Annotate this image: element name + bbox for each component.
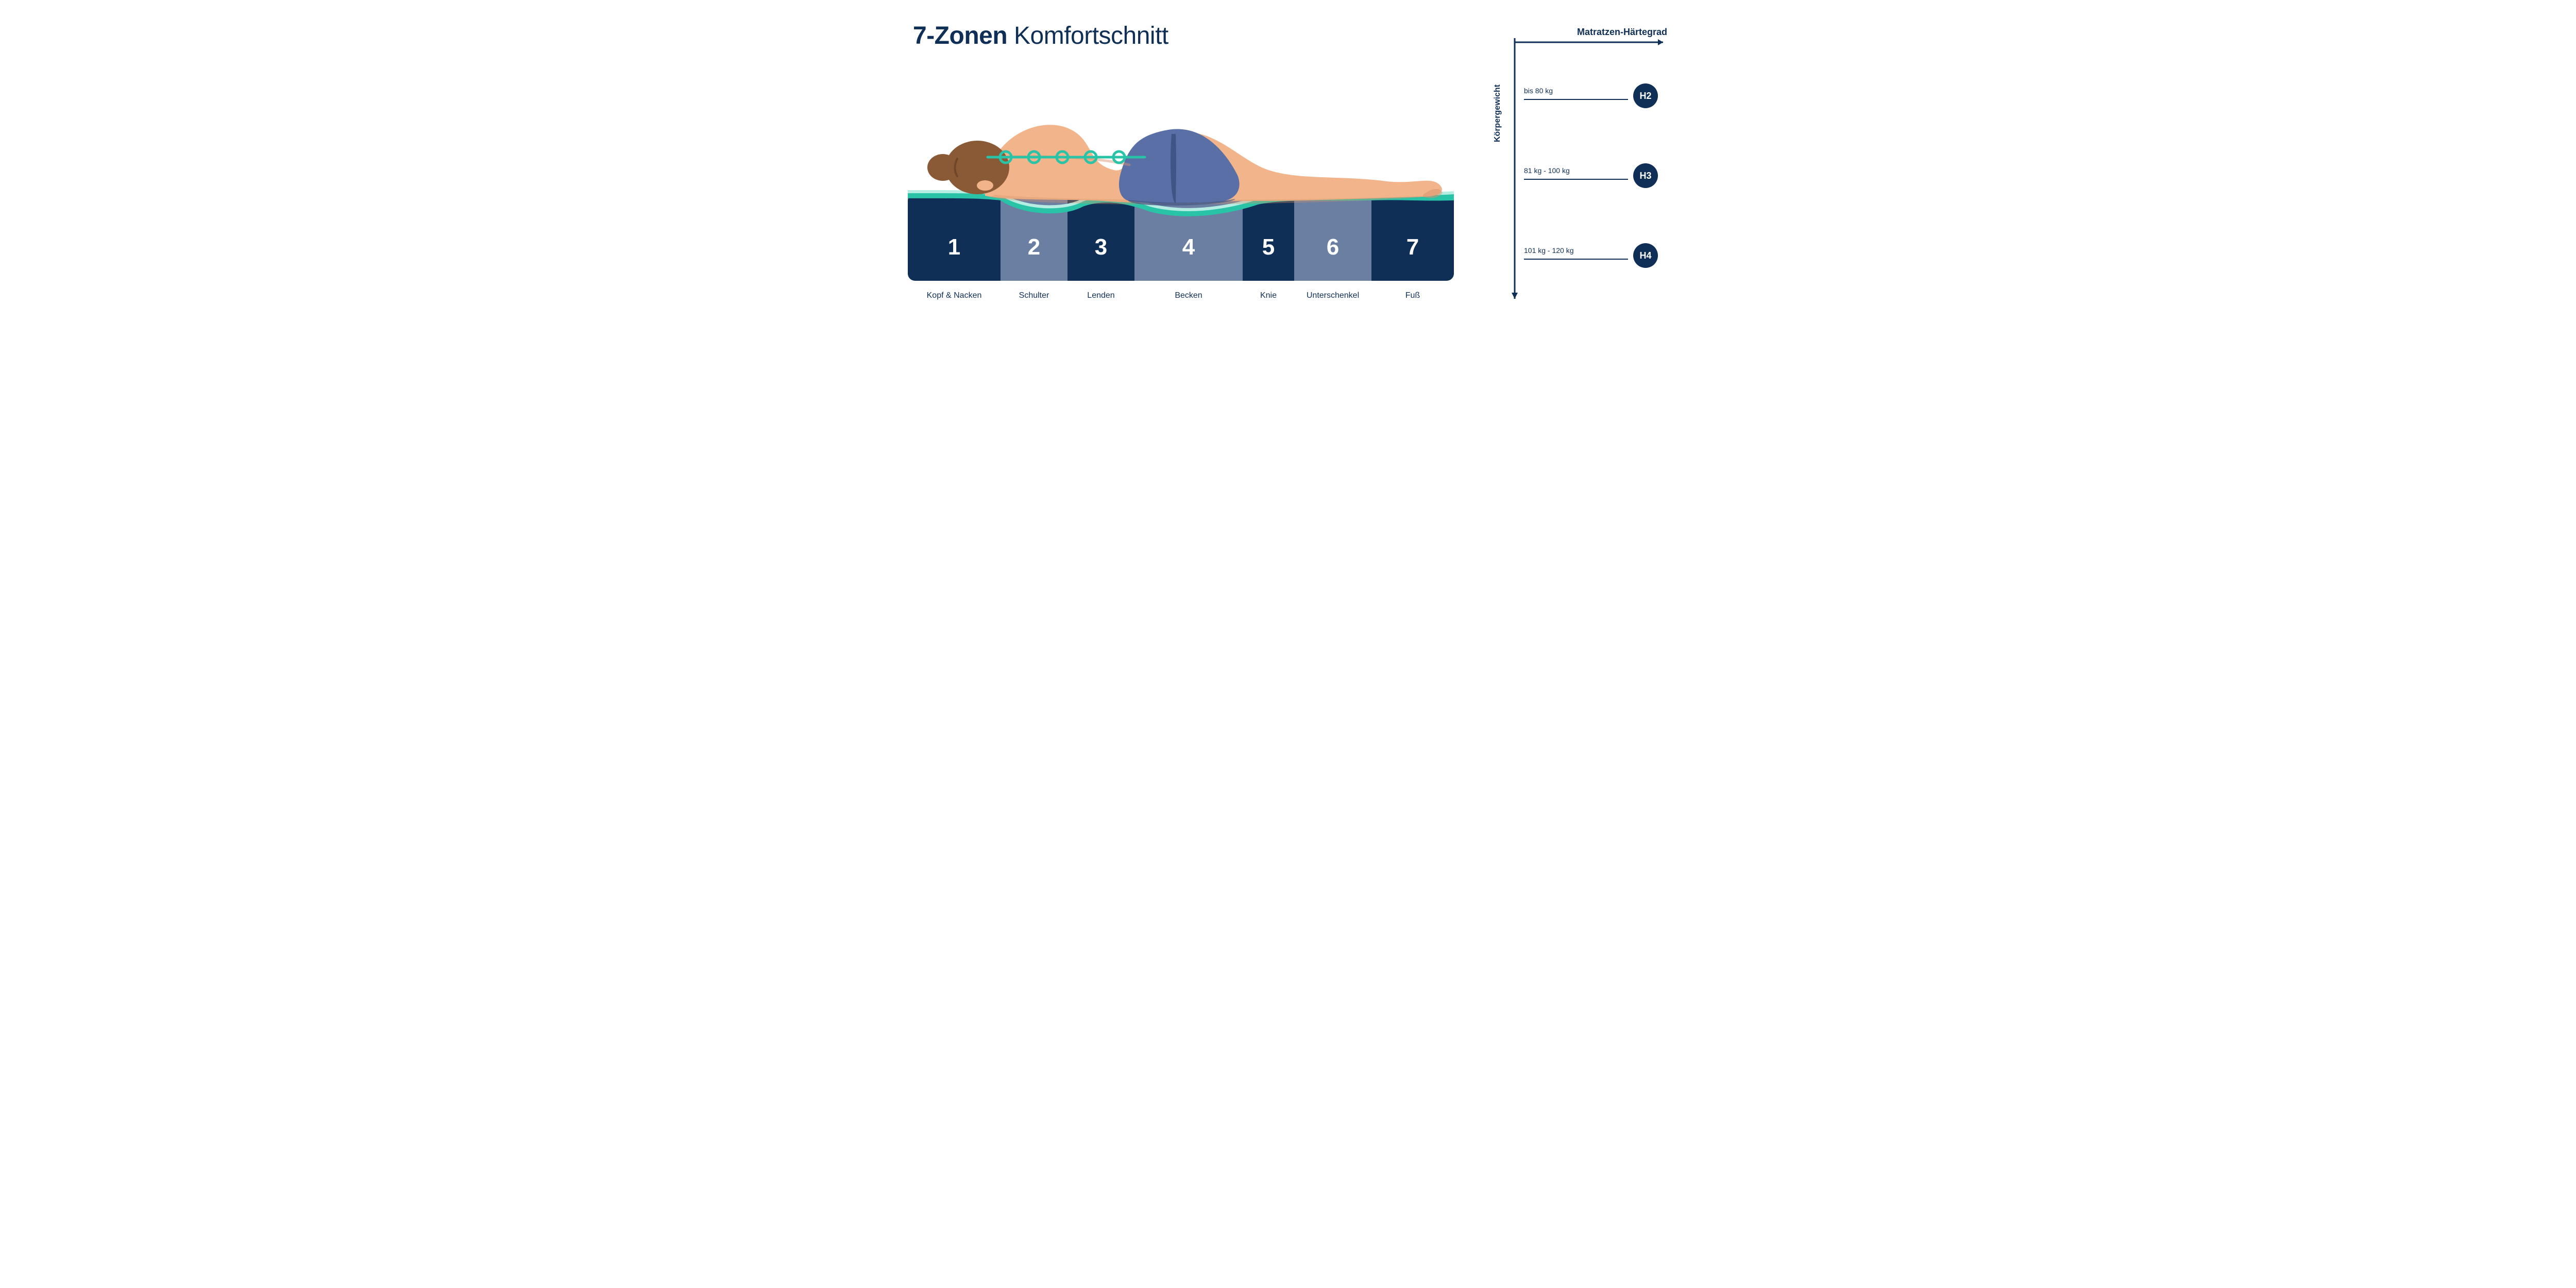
firmness-panel: Matratzen-Härtegrad Körpergewicht bis 80… bbox=[1497, 27, 1667, 305]
zone-label-1: Kopf & Nacken bbox=[927, 291, 982, 300]
firmness-row-h2: bis 80 kg H2 bbox=[1524, 83, 1658, 108]
firmness-range: 101 kg - 120 kg bbox=[1524, 246, 1574, 255]
firmness-row-h3: 81 kg - 100 kg H3 bbox=[1524, 163, 1658, 188]
zone-label-7: Fuß bbox=[1405, 291, 1420, 300]
zone-labels-row: Kopf & Nacken Schulter Lenden Becken Knie Unt… bbox=[908, 291, 1454, 307]
zone-number: 3 bbox=[1095, 234, 1107, 260]
zone-segment-6: 6 bbox=[1294, 193, 1371, 281]
zone-number: 1 bbox=[948, 234, 960, 260]
zone-label-5: Knie bbox=[1260, 291, 1277, 300]
zone-number: 6 bbox=[1327, 234, 1339, 260]
firmness-range: bis 80 kg bbox=[1524, 87, 1553, 95]
zone-label-2: Schulter bbox=[1019, 291, 1049, 300]
firmness-badge-h4: H4 bbox=[1633, 243, 1658, 268]
infographic-stage: 7-Zonen Komfortschnitt 1 2 3 4 5 6 7 Kopf & Na… bbox=[892, 0, 1684, 325]
firmness-range: 81 kg - 100 kg bbox=[1524, 166, 1570, 175]
zone-segment-1: 1 bbox=[908, 193, 1001, 281]
zone-segment-3: 3 bbox=[1067, 193, 1134, 281]
firmness-underline bbox=[1524, 259, 1628, 260]
zone-segment-4: 4 bbox=[1134, 193, 1243, 281]
title-light: Komfortschnitt bbox=[1007, 22, 1168, 49]
zone-segment-2: 2 bbox=[1001, 193, 1067, 281]
firmness-badge-h2: H2 bbox=[1633, 83, 1658, 108]
firmness-underline bbox=[1524, 99, 1628, 100]
zone-segment-5: 5 bbox=[1243, 193, 1294, 281]
firmness-row-h4: 101 kg - 120 kg H4 bbox=[1524, 243, 1658, 268]
zone-number: 2 bbox=[1028, 234, 1040, 260]
zone-number: 7 bbox=[1406, 234, 1419, 260]
zone-number: 5 bbox=[1262, 234, 1275, 260]
zone-segment-7: 7 bbox=[1371, 193, 1454, 281]
zone-label-4: Becken bbox=[1175, 291, 1202, 300]
zone-label-6: Unterschenkel bbox=[1307, 291, 1359, 300]
zone-number: 4 bbox=[1182, 234, 1195, 260]
title-bold: 7-Zonen bbox=[913, 22, 1007, 49]
mattress-zones: 1 2 3 4 5 6 7 bbox=[908, 193, 1454, 281]
page-title: 7-Zonen Komfortschnitt bbox=[913, 22, 1168, 50]
firmness-underline bbox=[1524, 179, 1628, 180]
zone-label-3: Lenden bbox=[1087, 291, 1114, 300]
firmness-badge-h3: H3 bbox=[1633, 163, 1658, 188]
